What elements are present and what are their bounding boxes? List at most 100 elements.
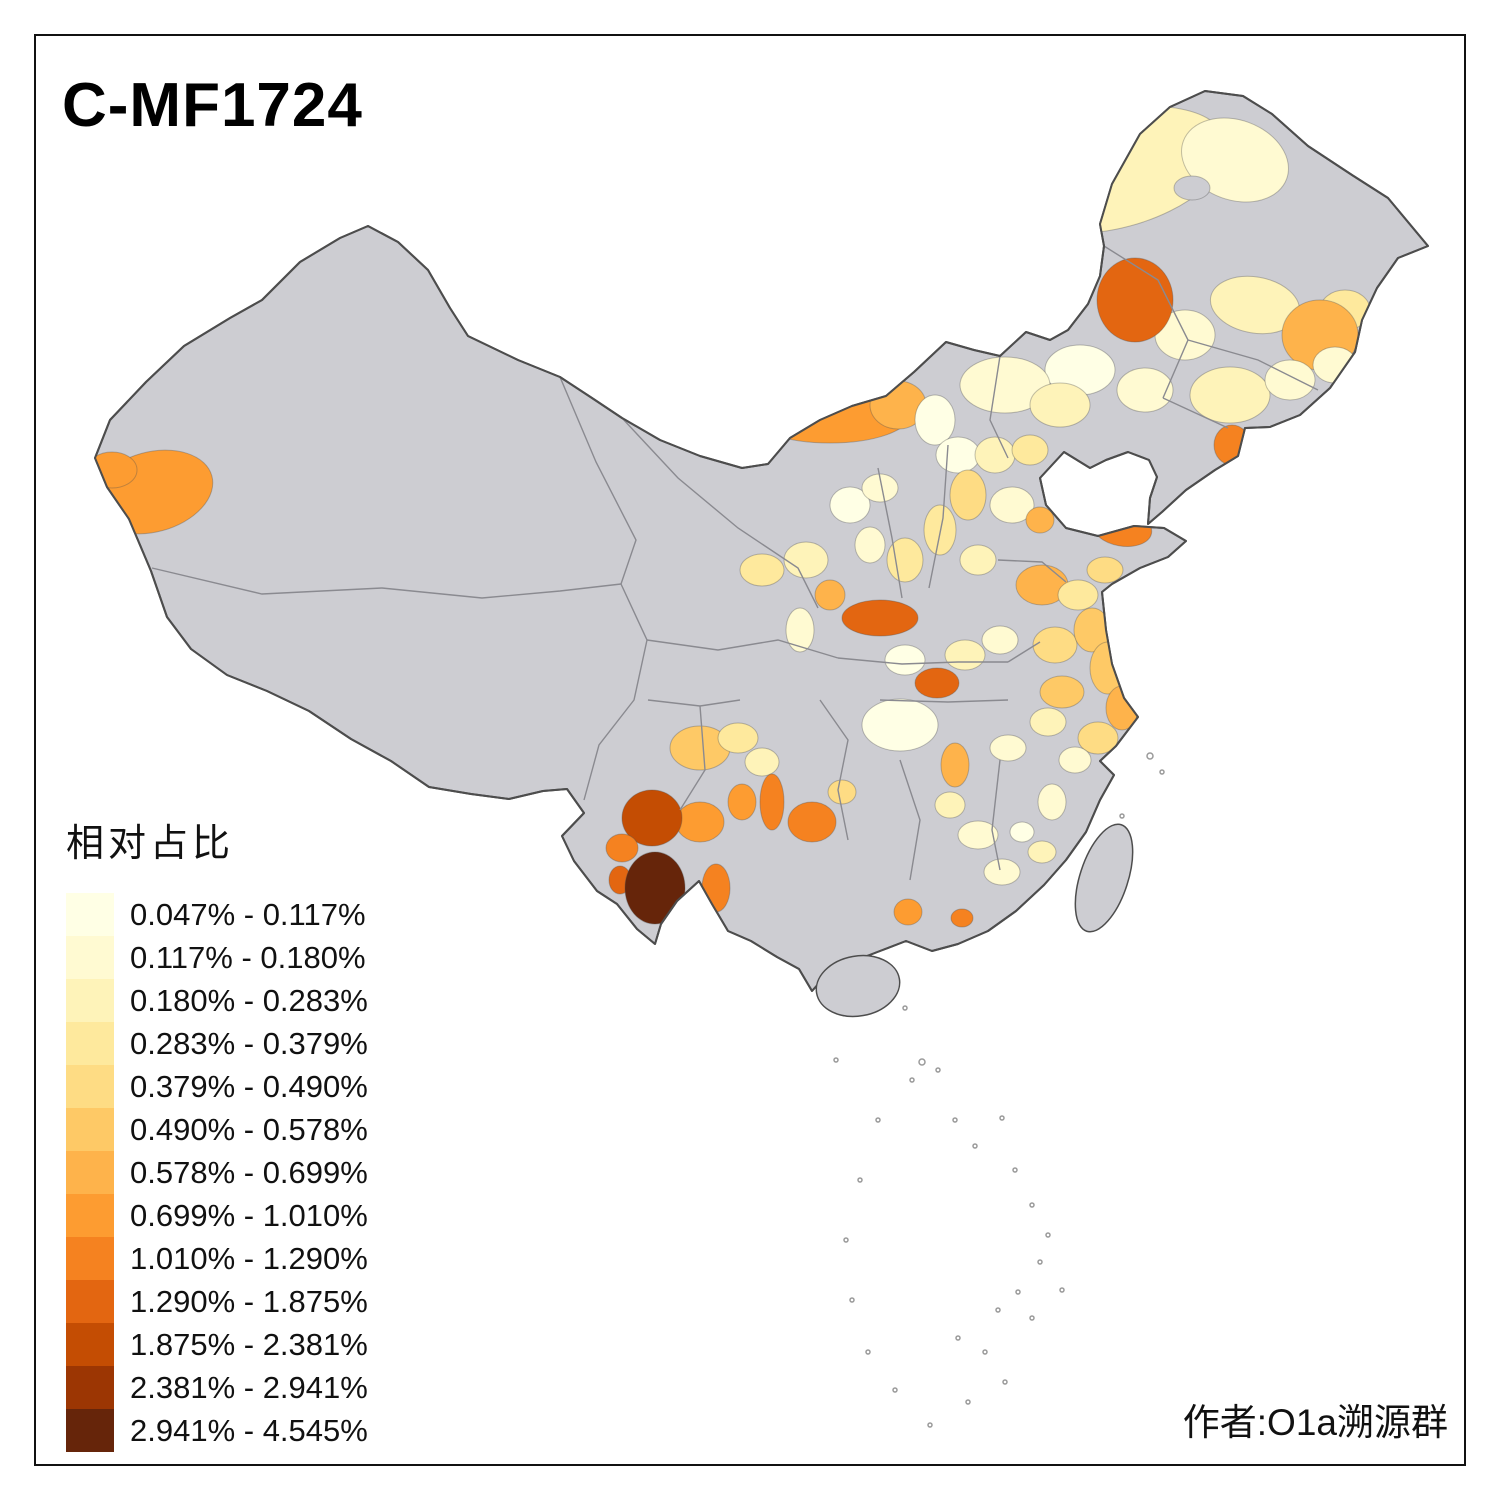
map-region xyxy=(940,742,970,788)
legend-title: 相对占比 xyxy=(66,823,235,865)
hainan-island xyxy=(815,954,901,1018)
map-region xyxy=(759,773,785,831)
map-region xyxy=(621,789,683,847)
map-region xyxy=(935,436,981,474)
legend-label: 0.117% - 0.180% xyxy=(130,939,366,975)
map-region xyxy=(783,541,829,579)
map-region xyxy=(814,579,846,611)
map-region xyxy=(739,553,785,587)
legend-label: 1.010% - 1.290% xyxy=(130,1240,368,1276)
map-region xyxy=(1096,257,1174,343)
legend-swatch xyxy=(66,893,114,936)
legend-swatch xyxy=(66,1409,114,1452)
legend-item: 0.578% - 0.699% xyxy=(66,1151,368,1194)
legend: 相对占比 0.047% - 0.117% 0.117% - 0.180% 0.180… xyxy=(66,812,368,1452)
map-region xyxy=(959,544,997,576)
legend-label: 2.941% - 4.545% xyxy=(130,1412,368,1448)
map-region xyxy=(717,722,759,754)
map-region xyxy=(989,486,1035,524)
legend-swatch xyxy=(66,936,114,979)
map-region xyxy=(1189,366,1271,424)
map-region xyxy=(624,851,686,925)
map-region xyxy=(983,858,1021,886)
map-region xyxy=(605,833,639,863)
map-region xyxy=(1173,175,1211,201)
legend-swatch xyxy=(66,979,114,1022)
map-region xyxy=(884,644,926,676)
map-region xyxy=(1037,783,1067,821)
legend-label: 0.379% - 0.490% xyxy=(130,1068,368,1104)
legend-swatch xyxy=(66,1108,114,1151)
legend-label: 0.283% - 0.379% xyxy=(130,1025,368,1061)
map-region xyxy=(701,863,731,913)
legend-item: 2.941% - 4.545% xyxy=(66,1409,368,1452)
map-region xyxy=(787,801,837,843)
map-region xyxy=(1077,721,1119,755)
legend-items: 0.047% - 0.117% 0.117% - 0.180% 0.180% - 0… xyxy=(66,893,368,1452)
map-region xyxy=(1057,579,1099,611)
legend-item: 1.290% - 1.875% xyxy=(66,1280,368,1323)
legend-label: 0.047% - 0.117% xyxy=(130,896,366,932)
legend-swatch xyxy=(66,1194,114,1237)
map-region xyxy=(893,898,923,926)
legend-item: 0.047% - 0.117% xyxy=(66,893,368,936)
map-region xyxy=(989,734,1027,762)
legend-swatch xyxy=(66,1237,114,1280)
map-region xyxy=(861,698,939,752)
legend-item: 0.180% - 0.283% xyxy=(66,979,368,1022)
map-region xyxy=(1009,821,1035,843)
map-region xyxy=(1264,359,1316,401)
legend-label: 2.381% - 2.941% xyxy=(130,1369,368,1405)
taiwan-island xyxy=(1074,823,1134,933)
map-region xyxy=(1181,117,1289,203)
map-region xyxy=(861,473,899,503)
legend-item: 0.699% - 1.010% xyxy=(66,1194,368,1237)
legend-swatch xyxy=(66,1280,114,1323)
map-region xyxy=(1032,626,1078,664)
map-region xyxy=(1116,367,1174,413)
map-region xyxy=(957,820,999,850)
legend-label: 1.875% - 2.381% xyxy=(130,1326,368,1362)
map-region xyxy=(671,905,705,939)
legend-label: 0.699% - 1.010% xyxy=(130,1197,368,1233)
map-region xyxy=(914,394,956,446)
legend-item: 0.490% - 0.578% xyxy=(66,1108,368,1151)
legend-swatch xyxy=(66,1323,114,1366)
map-region xyxy=(934,791,966,819)
map-region xyxy=(1029,382,1091,428)
map-region xyxy=(1312,346,1358,384)
legend-swatch xyxy=(66,1151,114,1194)
map-region xyxy=(1025,506,1055,534)
legend-swatch xyxy=(66,1366,114,1409)
credit-text: 作者:O1a溯源群 xyxy=(1182,1402,1448,1443)
map-region xyxy=(886,537,924,583)
map-region xyxy=(944,639,986,671)
map-region xyxy=(1011,434,1049,466)
map-title: C-MF1724 xyxy=(62,71,363,140)
map-region xyxy=(854,526,886,564)
map-region xyxy=(949,469,987,521)
legend-item: 1.010% - 1.290% xyxy=(66,1237,368,1280)
map-region xyxy=(1027,840,1057,864)
map-region xyxy=(974,436,1016,474)
map-region xyxy=(981,625,1019,655)
map-region xyxy=(827,779,857,805)
legend-label: 0.180% - 0.283% xyxy=(130,982,368,1018)
map-region xyxy=(1058,746,1092,774)
legend-item: 2.381% - 2.941% xyxy=(66,1366,368,1409)
legend-swatch xyxy=(66,1065,114,1108)
map-region xyxy=(1039,675,1085,709)
map-region xyxy=(950,908,974,928)
map-region xyxy=(785,607,815,653)
south-china-sea-islands xyxy=(833,752,1165,1428)
map-region xyxy=(914,667,960,699)
legend-label: 0.490% - 0.578% xyxy=(130,1111,368,1147)
map-region xyxy=(829,486,871,524)
map-region xyxy=(675,801,725,843)
legend-item: 0.117% - 0.180% xyxy=(66,936,368,979)
map-region xyxy=(1029,707,1067,737)
map-region xyxy=(1086,556,1124,584)
legend-label: 0.578% - 0.699% xyxy=(130,1154,368,1190)
